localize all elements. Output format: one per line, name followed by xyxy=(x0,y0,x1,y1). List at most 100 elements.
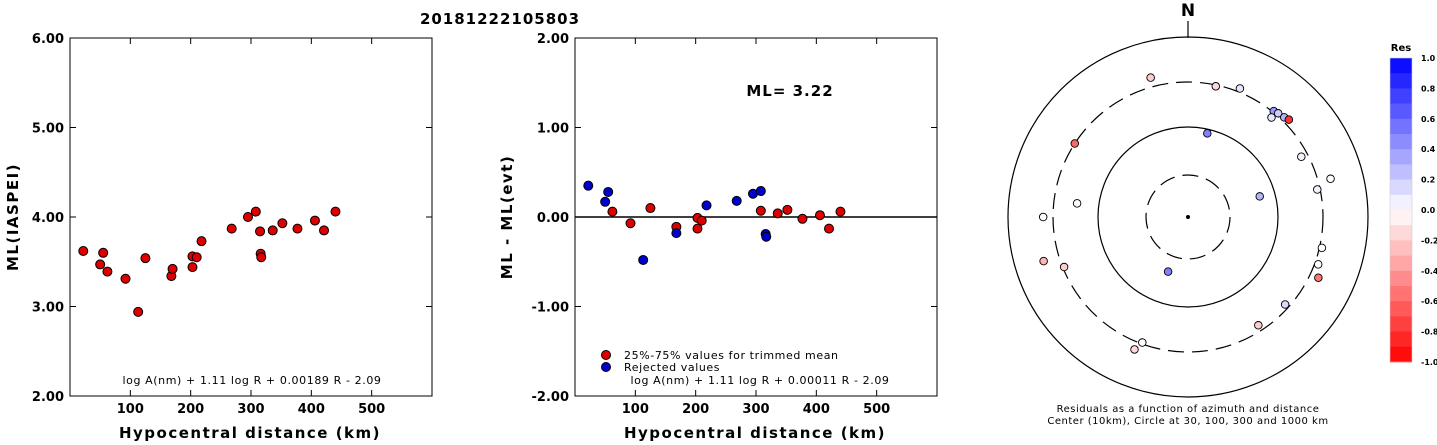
colorbar-tick-label: 0.4 xyxy=(1421,145,1436,154)
colorbar-cell xyxy=(1390,210,1412,226)
colorbar-cell xyxy=(1390,164,1412,181)
colorbar-tick-label: -0.4 xyxy=(1421,267,1437,276)
station-marker xyxy=(1267,113,1276,122)
station-marker xyxy=(1072,199,1082,208)
formula-text: log A(nm) + 1.11 log R + 0.00011 R - 2.0… xyxy=(630,374,889,387)
data-point xyxy=(98,247,109,258)
y-axis-label: ML - ML(evt) xyxy=(498,155,516,279)
y-tick-label: 3.00 xyxy=(32,301,64,316)
data-point xyxy=(187,262,198,273)
colorbar-tick-label: -0.6 xyxy=(1421,297,1437,306)
data-point xyxy=(330,206,341,217)
x-tick-label: 200 xyxy=(682,402,709,417)
station-marker xyxy=(1254,321,1263,330)
colorbar-cell xyxy=(1390,103,1412,120)
colorbar-cell xyxy=(1390,270,1412,287)
colorbar-cell xyxy=(1390,134,1412,150)
data-point xyxy=(603,186,614,197)
y-tick-label: 5.00 xyxy=(32,122,64,137)
colorbar-cell xyxy=(1390,331,1412,348)
y-tick-label: -2.00 xyxy=(532,390,569,405)
colorbar-tick-label: -1.0 xyxy=(1421,358,1437,367)
y-tick-label: -1.00 xyxy=(532,301,569,316)
colorbar-cell xyxy=(1390,194,1412,211)
data-point xyxy=(755,205,766,216)
ring-100km xyxy=(1097,126,1279,308)
panel-residual-vs-distance: 100 200 300 400 500 -2.00 -1.00 0.00 1.00 2.00 ML… xyxy=(498,32,938,442)
data-point xyxy=(797,213,808,224)
data-point xyxy=(167,263,178,274)
colorbar-cell xyxy=(1390,286,1412,302)
figure-title: 20181222105803 xyxy=(420,10,580,28)
data-point xyxy=(607,206,618,217)
station-marker xyxy=(1255,192,1264,201)
data-point xyxy=(782,204,793,215)
colorbar: Res 1.0 0.8 0.6 0.4 0.2 0.0 -0.2 -0.4 -0.6 -0.8 -1… xyxy=(1389,43,1437,367)
panel-azimuth-residuals: N Residuals as a function of azimuth and… xyxy=(1007,1,1369,427)
legend-marker-trimmed xyxy=(601,350,611,360)
colorbar-tick-label: 0.2 xyxy=(1421,176,1435,185)
x-tick-label: 300 xyxy=(742,402,769,417)
station-marker xyxy=(1163,267,1173,276)
y-tick-label: 0.00 xyxy=(537,211,569,226)
colorbar-cell xyxy=(1390,149,1412,165)
colorbar-cell xyxy=(1390,179,1412,196)
colorbar-cell xyxy=(1390,346,1412,363)
data-point xyxy=(292,223,303,234)
station-marker xyxy=(1273,109,1283,118)
data-point xyxy=(761,231,772,242)
x-tick-label: 200 xyxy=(177,402,204,417)
station-marker xyxy=(1313,260,1323,269)
station-marker xyxy=(1326,174,1335,184)
data-point xyxy=(255,226,266,237)
data-point xyxy=(701,200,712,211)
colorbar-frame xyxy=(1389,57,1413,363)
data-point xyxy=(277,218,288,229)
colorbar-cell xyxy=(1390,240,1412,257)
station-marker xyxy=(1039,256,1048,266)
y-tick-label: 2.00 xyxy=(537,32,569,47)
colorbar-cell xyxy=(1390,118,1412,135)
panel-ml-vs-distance: 100 200 300 400 500 2.00 3.00 4.00 5.00 6.00 log … xyxy=(4,32,433,442)
colorbar-tick-label: 0.6 xyxy=(1421,115,1436,124)
station-marker xyxy=(1130,345,1139,354)
data-point xyxy=(645,203,656,214)
y-tick-label: 6.00 xyxy=(32,32,64,47)
station-marker xyxy=(1059,262,1069,272)
data-point xyxy=(835,206,846,217)
data-point xyxy=(671,228,682,239)
data-point xyxy=(814,210,825,221)
station-marker xyxy=(1211,82,1221,91)
y-tick-label: 4.00 xyxy=(32,211,64,226)
station-marker xyxy=(1138,338,1147,347)
station-marker xyxy=(1070,139,1080,148)
station-marker xyxy=(1235,84,1245,93)
x-axis-label: Hypocentral distance (km) xyxy=(119,424,381,441)
data-point xyxy=(226,223,237,234)
formula-text: log A(nm) + 1.11 log R + 0.00189 R - 2.0… xyxy=(122,374,381,387)
data-point xyxy=(731,195,742,206)
data-point xyxy=(319,225,330,236)
caption-line-1: Residuals as a function of azimuth and d… xyxy=(1057,404,1320,415)
data-point xyxy=(625,218,636,229)
data-point xyxy=(250,206,261,217)
x-tick-label: 100 xyxy=(622,402,649,417)
ring-300km xyxy=(1052,81,1324,353)
data-point xyxy=(692,223,703,234)
data-point xyxy=(196,236,207,247)
data-point xyxy=(600,196,611,207)
x-tick-label: 300 xyxy=(237,402,264,417)
data-point xyxy=(133,306,144,317)
colorbar-cell xyxy=(1390,316,1412,333)
data-point xyxy=(78,246,89,257)
data-point xyxy=(120,273,131,284)
data-point xyxy=(583,180,594,191)
data-point xyxy=(772,208,783,219)
north-label: N xyxy=(1181,1,1195,21)
colorbar-cell xyxy=(1390,73,1412,89)
station-marker xyxy=(1314,273,1323,283)
x-tick-label: 400 xyxy=(298,402,325,417)
colorbar-cell xyxy=(1390,255,1412,272)
ring-1000km xyxy=(1007,36,1369,398)
